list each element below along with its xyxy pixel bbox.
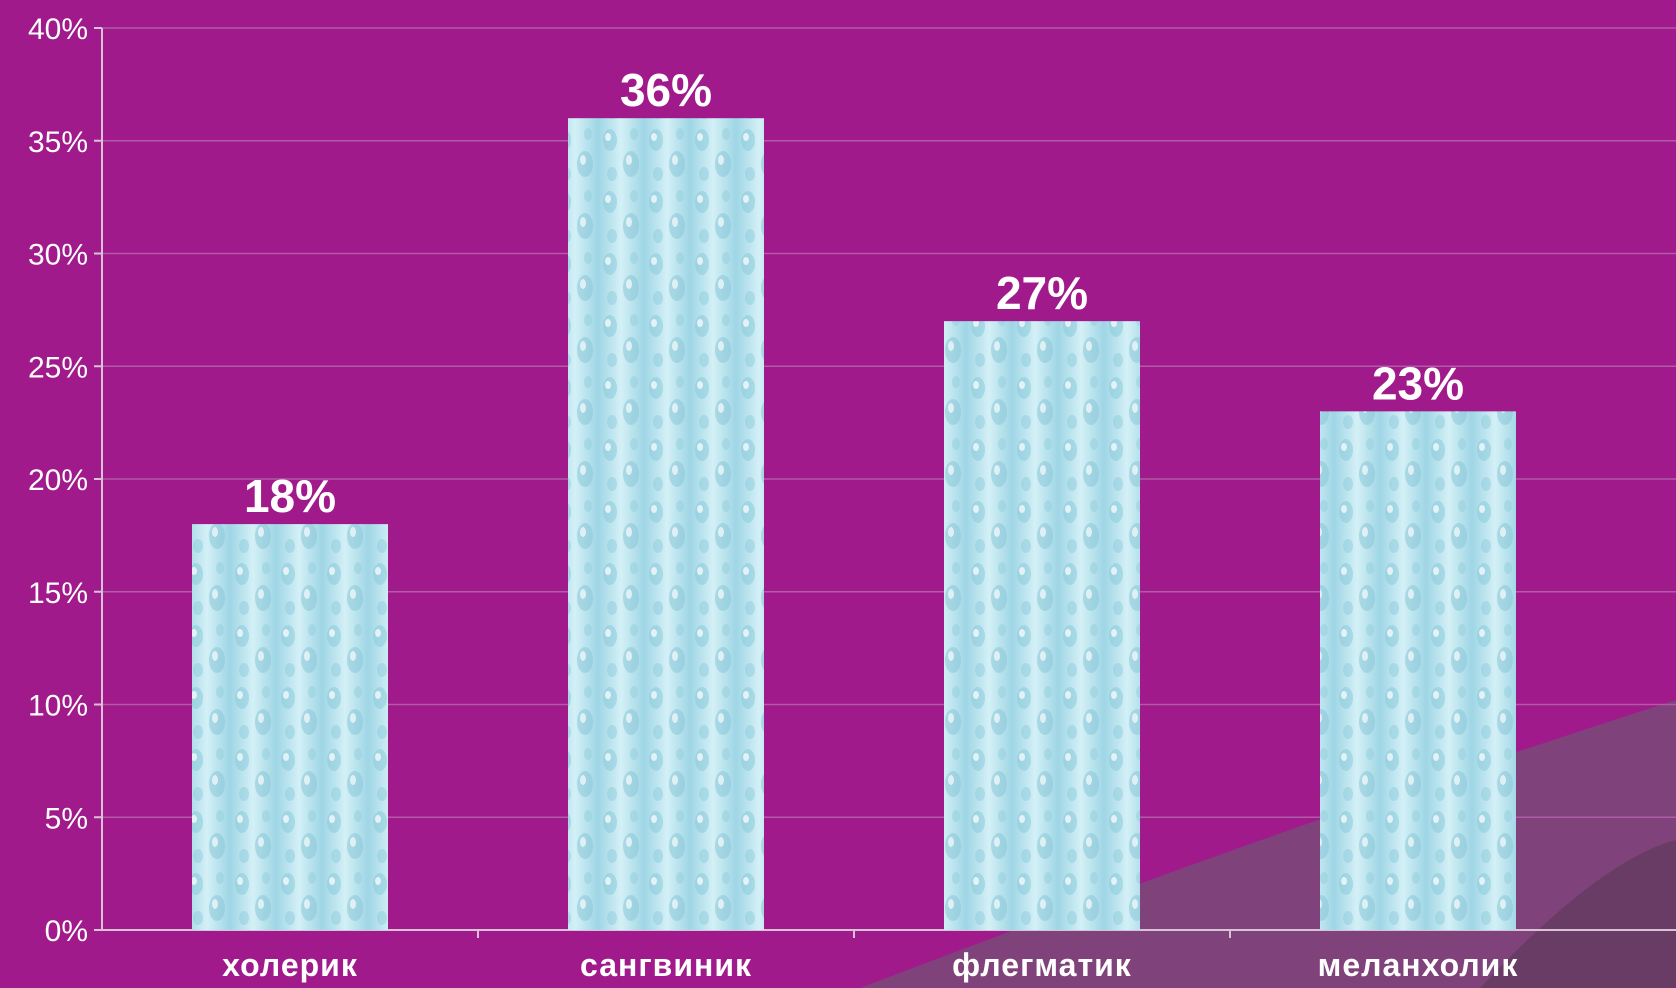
bars <box>192 118 1516 931</box>
bar-меланхолик <box>1320 411 1516 931</box>
x-category-label: сангвиник <box>580 947 752 983</box>
data-label: 36% <box>620 64 712 116</box>
x-category-label: флегматик <box>952 947 1132 983</box>
data-label: 27% <box>996 267 1088 319</box>
data-label: 23% <box>1372 357 1464 409</box>
corner-decoration-edge <box>1480 840 1676 988</box>
value-labels: 18% 36% 27% 23% <box>244 64 1464 522</box>
y-tick-label: 10% <box>28 690 88 723</box>
y-tick-label: 5% <box>45 802 88 835</box>
y-tick-label: 25% <box>28 351 88 384</box>
x-category-label: холерик <box>222 947 358 983</box>
data-label: 18% <box>244 470 336 522</box>
y-tick-label: 35% <box>28 126 88 159</box>
bar-холерик <box>192 524 388 930</box>
bar-сангвиник <box>568 118 764 930</box>
y-tick-label: 30% <box>28 239 88 272</box>
x-category-label: меланхолик <box>1318 947 1519 983</box>
y-tick-label: 15% <box>28 577 88 610</box>
y-tick-label: 20% <box>28 464 88 497</box>
y-axis-tick-labels: 0% 5% 10% 15% 20% 25% 30% 35% 40% <box>28 13 88 948</box>
x-axis-category-labels: холерик сангвиник флегматик меланхолик <box>222 947 1519 983</box>
y-tick-label: 40% <box>28 13 88 46</box>
bar-флегматик <box>944 321 1140 930</box>
y-tick-label: 0% <box>45 915 88 948</box>
